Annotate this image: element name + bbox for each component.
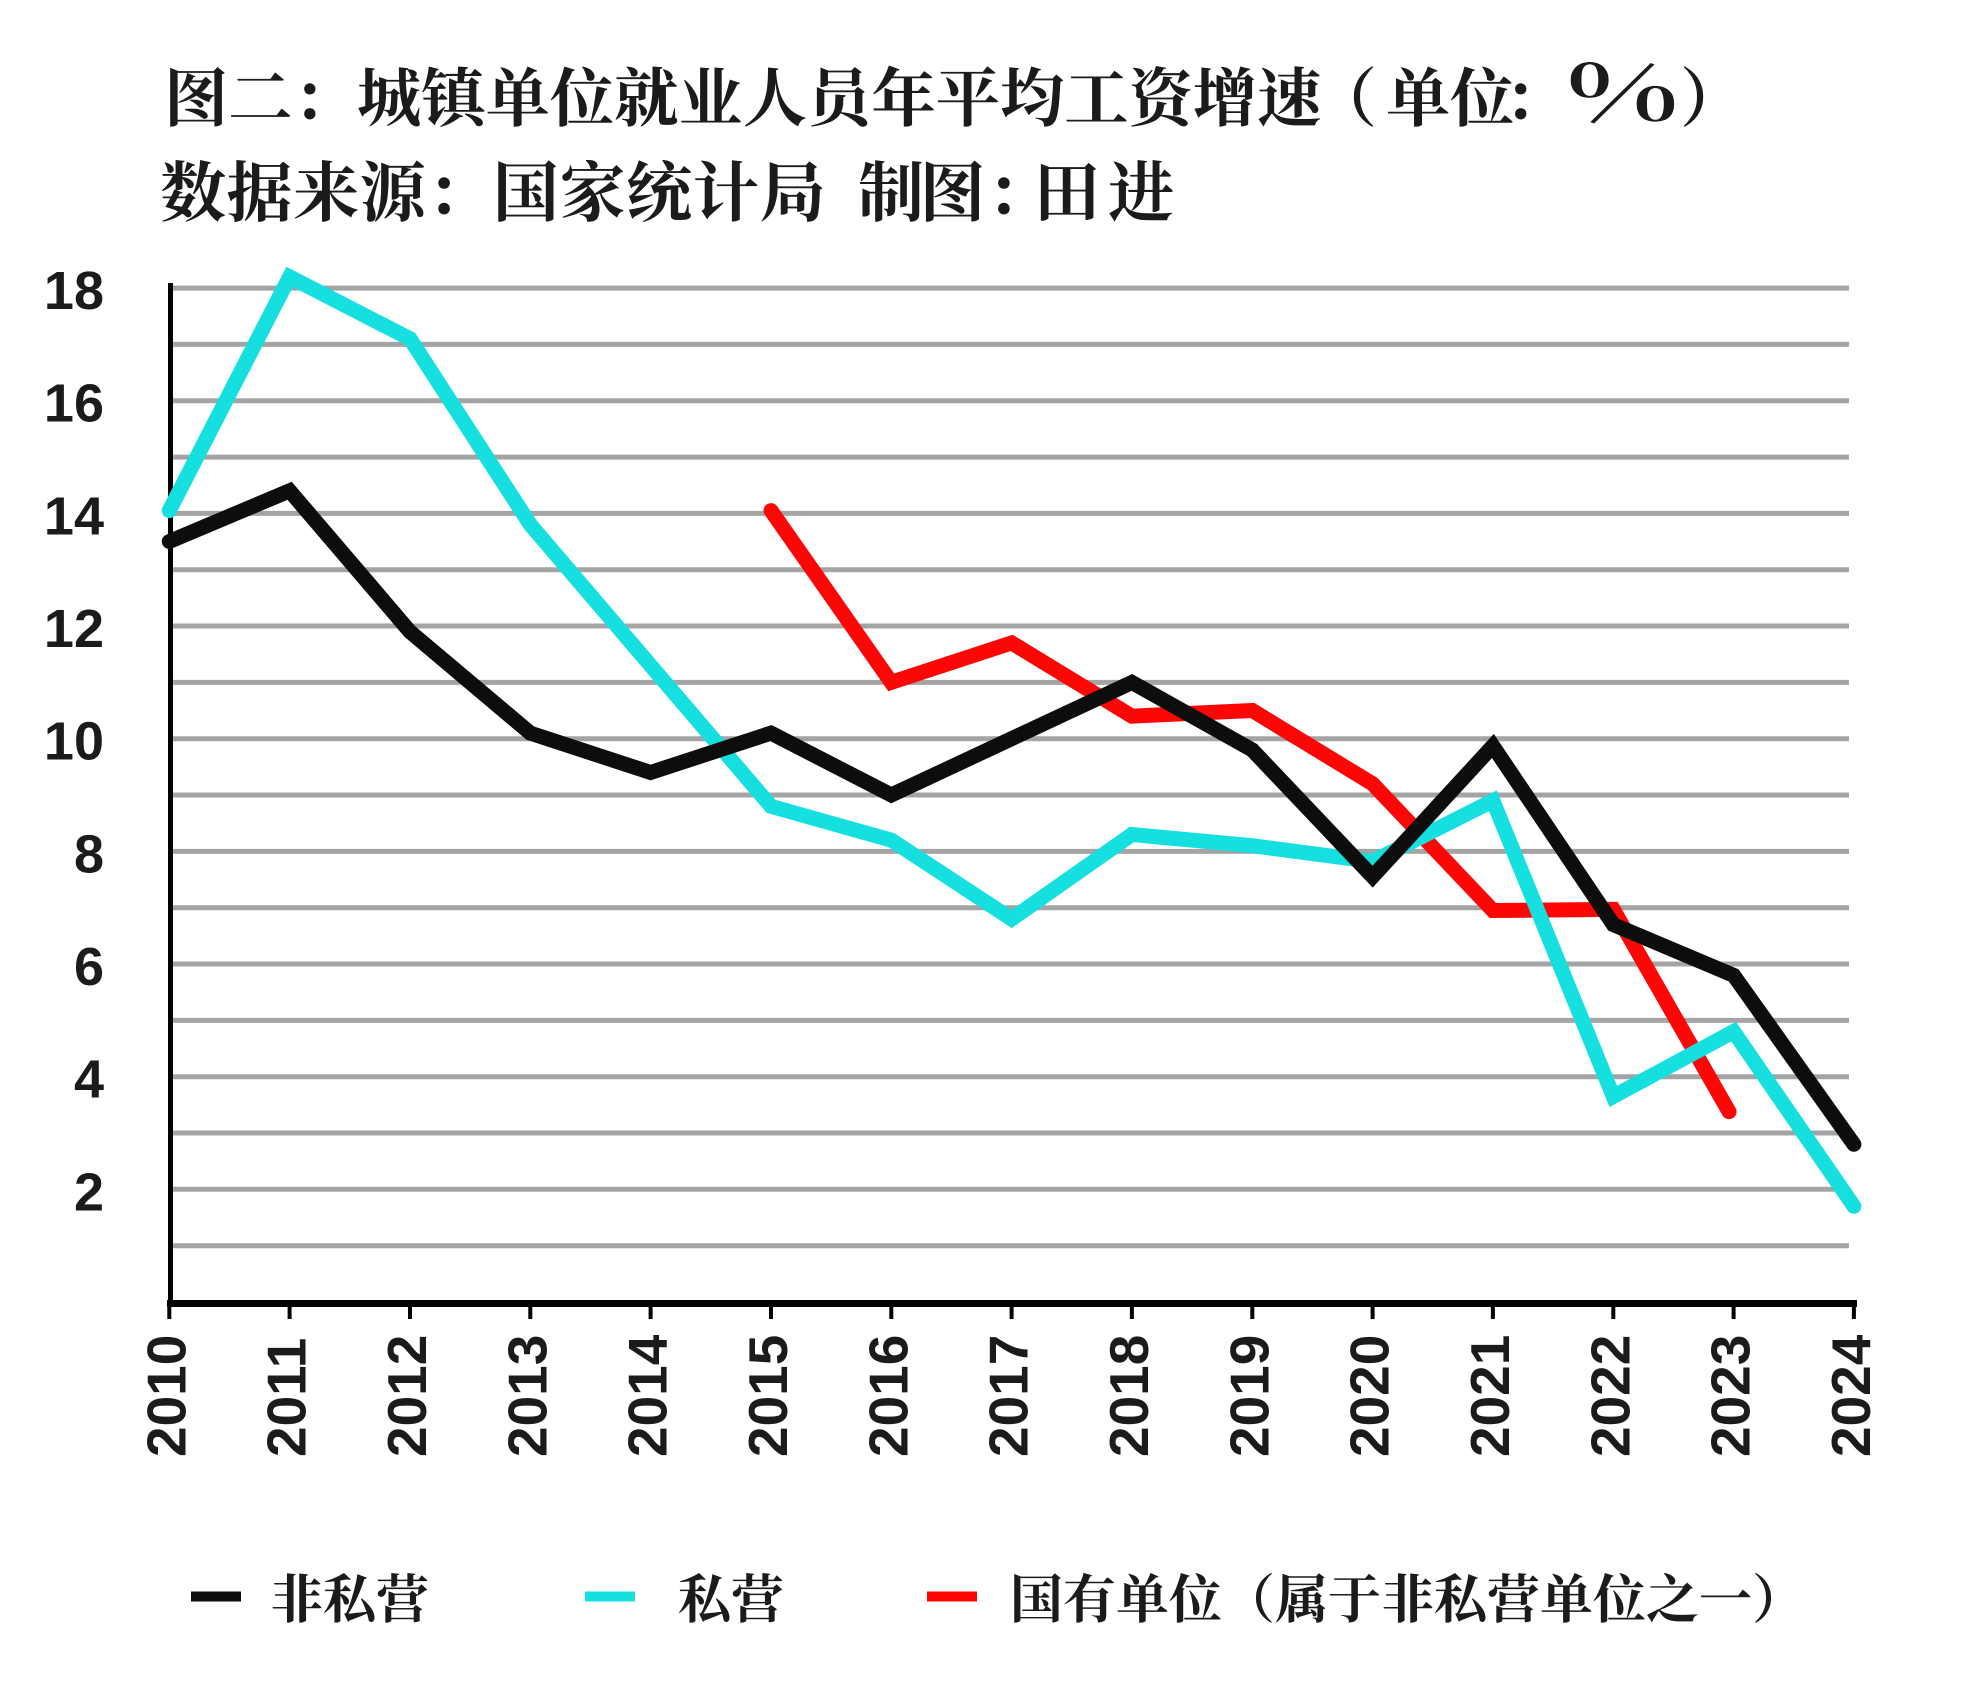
svg-text:2: 2 <box>74 1162 104 1222</box>
svg-text:2014: 2014 <box>617 1334 679 1457</box>
svg-text:2022: 2022 <box>1579 1335 1641 1457</box>
svg-text:2018: 2018 <box>1098 1335 1160 1457</box>
svg-text:2017: 2017 <box>978 1335 1040 1457</box>
svg-text:10: 10 <box>44 712 104 772</box>
svg-text:2016: 2016 <box>857 1335 919 1457</box>
svg-text:2024: 2024 <box>1820 1334 1882 1457</box>
svg-text:2011: 2011 <box>256 1338 318 1457</box>
svg-text:12: 12 <box>44 599 104 659</box>
svg-text:2013: 2013 <box>496 1335 558 1457</box>
svg-text:2020: 2020 <box>1339 1335 1401 1457</box>
svg-text:16: 16 <box>44 374 104 434</box>
svg-text:2023: 2023 <box>1700 1335 1762 1457</box>
svg-text:14: 14 <box>44 486 104 546</box>
svg-text:2019: 2019 <box>1218 1335 1280 1457</box>
svg-text:2021: 2021 <box>1459 1335 1521 1457</box>
svg-text:2012: 2012 <box>376 1335 438 1457</box>
svg-text:8: 8 <box>74 824 104 884</box>
svg-text:4: 4 <box>74 1050 104 1110</box>
svg-text:6: 6 <box>74 937 104 997</box>
svg-text:2010: 2010 <box>135 1335 197 1457</box>
svg-text:18: 18 <box>44 261 104 321</box>
svg-text:2015: 2015 <box>737 1335 799 1457</box>
